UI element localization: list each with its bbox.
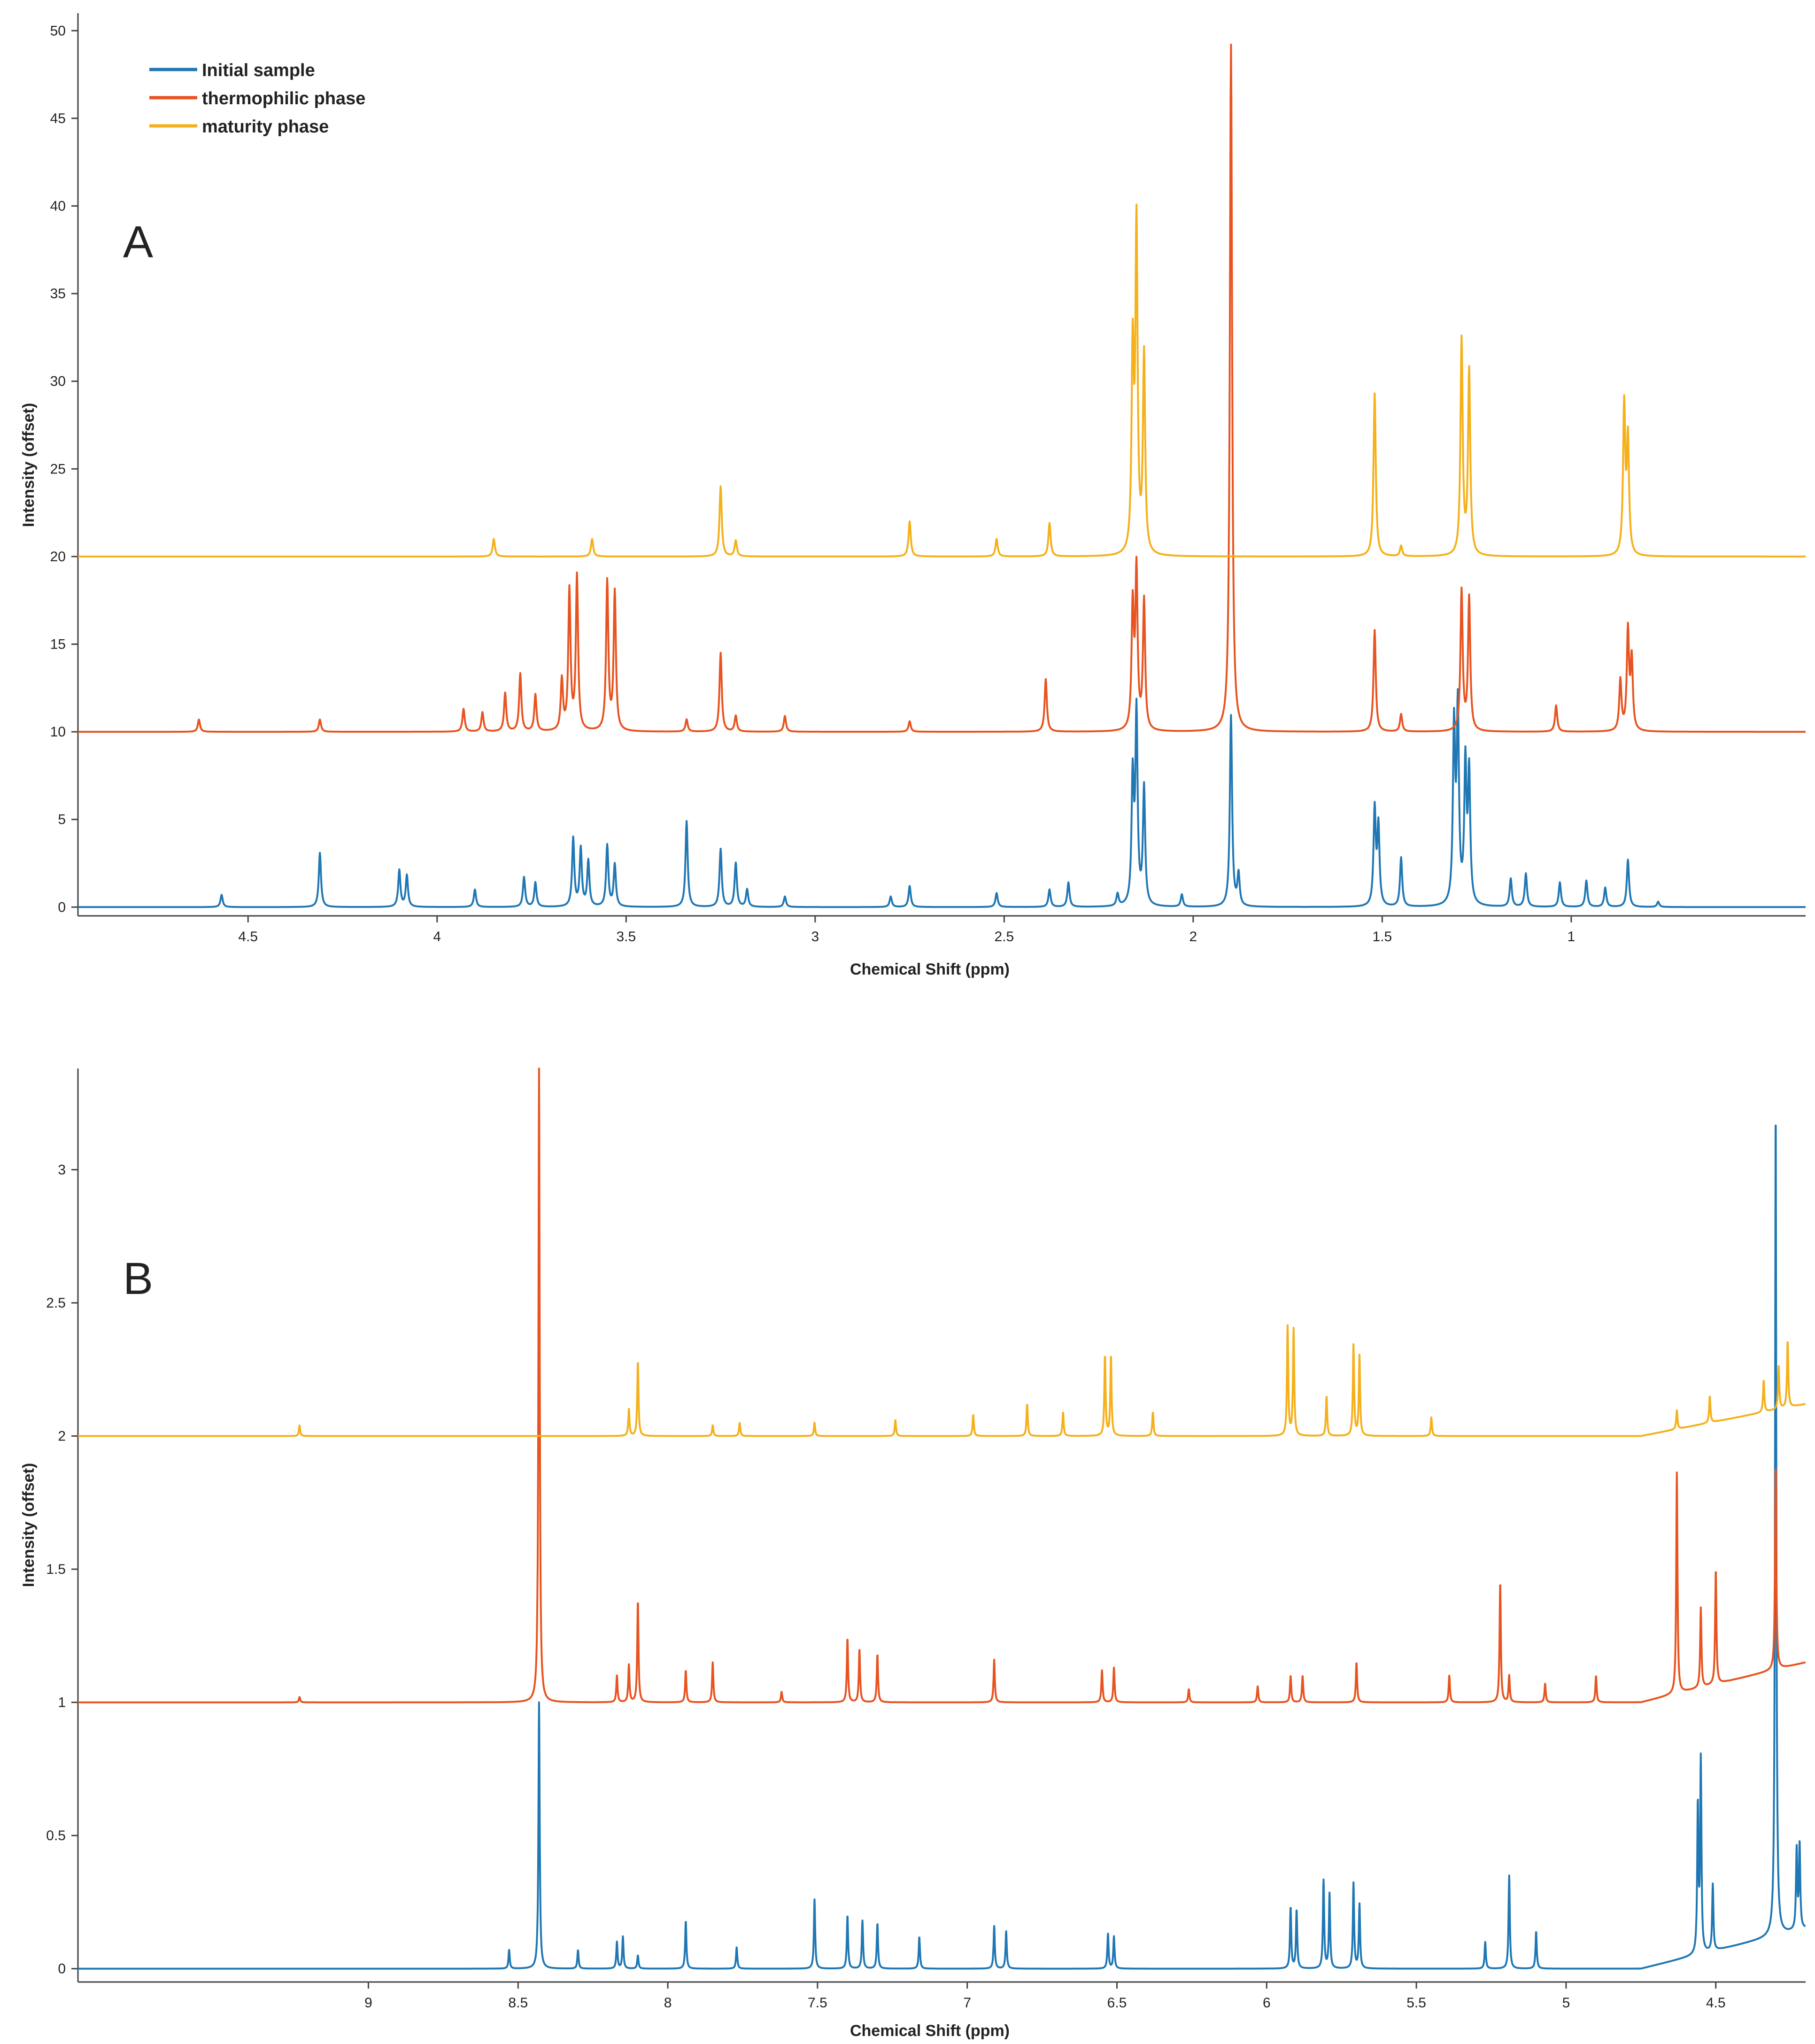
y-tick-label: 0 bbox=[58, 1961, 66, 1977]
x-axis-label: Chemical Shift (ppm) bbox=[850, 960, 1010, 978]
x-tick-label: 7.5 bbox=[808, 1995, 827, 2011]
y-tick-label: 0 bbox=[58, 899, 66, 915]
x-tick-label: 2 bbox=[1189, 929, 1197, 945]
legend-label-thermophilic: thermophilic phase bbox=[202, 89, 365, 108]
series-group bbox=[77, 43, 1807, 908]
x-tick-label: 1.5 bbox=[1373, 929, 1392, 945]
x-tick-label: 9 bbox=[364, 1995, 372, 2011]
x-tick-label: 3 bbox=[811, 929, 819, 945]
y-tick-label: 20 bbox=[50, 549, 66, 565]
x-tick-label: 8 bbox=[664, 1995, 672, 2011]
series-line-0 bbox=[77, 688, 1807, 908]
y-tick-label: 35 bbox=[50, 286, 66, 302]
y-tick-label: 45 bbox=[50, 111, 66, 126]
x-tick-label: 4 bbox=[433, 929, 441, 945]
x-tick-label: 3.5 bbox=[616, 929, 636, 945]
x-tick-label: 6 bbox=[1263, 1995, 1271, 2011]
y-tick-label: 3 bbox=[58, 1162, 66, 1177]
x-axis-label: Chemical Shift (ppm) bbox=[850, 2022, 1010, 2040]
y-tick-label: 40 bbox=[50, 199, 66, 214]
x-tick-label: 7 bbox=[963, 1995, 971, 2011]
legend-label-initial: Initial sample bbox=[202, 61, 315, 80]
series-line-0 bbox=[77, 1124, 1807, 1970]
x-tick-label: 4.5 bbox=[1706, 1995, 1726, 2011]
series-line-2 bbox=[77, 1324, 1807, 1437]
y-tick-label: 30 bbox=[50, 374, 66, 389]
legend-label-maturity: maturity phase bbox=[202, 117, 329, 137]
x-tick-group: 9 8.5 8 7.5 7 6.5 6 5.5 5 4.5 bbox=[364, 1982, 1726, 2011]
y-axis-label: Intensity (offset) bbox=[20, 1463, 38, 1587]
y-tick-group: 0 5 10 15 20 25 30 35 40 45 50 bbox=[50, 23, 78, 915]
y-tick-label: 50 bbox=[50, 23, 66, 39]
y-tick-label: 15 bbox=[50, 637, 66, 652]
y-tick-label: 0.5 bbox=[46, 1828, 66, 1843]
x-tick-label: 5 bbox=[1562, 1995, 1570, 2011]
x-tick-group: 4.5 4 3.5 3 2.5 2 1.5 1 bbox=[238, 916, 1575, 945]
series-line-2 bbox=[77, 203, 1807, 557]
y-tick-label: 25 bbox=[50, 461, 66, 477]
y-tick-label: 1.5 bbox=[46, 1562, 66, 1577]
x-tick-label: 8.5 bbox=[508, 1995, 528, 2011]
y-axis-label: Intensity (offset) bbox=[20, 403, 38, 527]
panel-label: B bbox=[123, 1254, 153, 1304]
x-tick-label: 5.5 bbox=[1406, 1995, 1426, 2011]
panel-label: A bbox=[123, 217, 153, 267]
series-group bbox=[77, 1068, 1807, 1970]
y-tick-label: 10 bbox=[50, 724, 66, 740]
x-tick-label: 4.5 bbox=[238, 929, 258, 945]
chart-panel-b: 0 0.5 1 1.5 2 2.5 3 9 8.5 8 7.5 7 6.5 6 5.5 5 4.5 B Che… bbox=[20, 1068, 1807, 2040]
series-line-1 bbox=[77, 1068, 1807, 1703]
x-tick-label: 6.5 bbox=[1107, 1995, 1127, 2011]
legend: Initial sample thermophilic phase maturi… bbox=[149, 61, 365, 137]
series-line-1 bbox=[77, 43, 1807, 733]
x-tick-label: 2.5 bbox=[994, 929, 1014, 945]
y-tick-label: 2.5 bbox=[46, 1295, 66, 1311]
y-tick-label: 2 bbox=[58, 1429, 66, 1444]
x-tick-label: 1 bbox=[1568, 929, 1576, 945]
y-tick-label: 5 bbox=[58, 812, 66, 828]
y-tick-group: 0 0.5 1 1.5 2 2.5 3 bbox=[46, 1162, 78, 1977]
y-tick-label: 1 bbox=[58, 1695, 66, 1711]
